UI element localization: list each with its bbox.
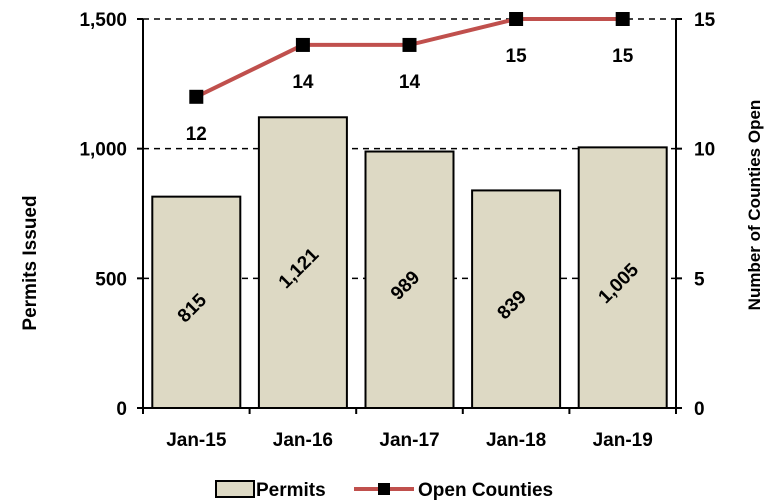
x-tick-label-jan-17: Jan-17	[379, 430, 439, 451]
line-label-jan-18: 15	[506, 46, 528, 67]
x-tick-label-jan-16: Jan-16	[273, 430, 333, 451]
marker-jan-15	[189, 89, 204, 104]
line-series-open-counties	[189, 12, 630, 104]
legend-swatch-permits	[215, 480, 255, 498]
x-tick-label-jan-19: Jan-19	[593, 430, 653, 451]
y2-tick-label-3: 15	[694, 10, 716, 31]
legend-label-open-counties: Open Counties	[418, 480, 553, 501]
bar-jan-17	[364, 150, 455, 409]
y-tick-label-1: 500	[95, 269, 127, 290]
y2-tick-label-1: 5	[694, 269, 705, 290]
bar-series-permits	[151, 116, 668, 410]
line-label-jan-16: 14	[292, 72, 314, 93]
y-tick-label-2: 1,000	[79, 140, 127, 161]
marker-jan-16	[295, 37, 310, 52]
line-label-jan-17: 14	[399, 72, 421, 93]
y-axis-title: Permits Issued	[20, 195, 41, 330]
bar-jan-16	[257, 116, 348, 410]
axes	[137, 18, 682, 414]
legend-label-permits: Permits	[256, 480, 326, 501]
tick-labels: 0 500 1,000 1,500 0 5 10 15 Jan-15 Jan-16 Jan-17 Ja…	[79, 10, 715, 451]
legend-marker-open-counties	[378, 483, 390, 495]
y-tick-label-0: 0	[116, 399, 127, 420]
y2-tick-label-0: 0	[694, 399, 705, 420]
marker-jan-18	[509, 12, 524, 26]
marker-jan-17	[402, 37, 417, 52]
y2-axis-title: Number of Counties Open	[745, 100, 764, 311]
y2-tick-label-2: 10	[694, 140, 715, 161]
line-label-jan-19: 15	[612, 46, 634, 67]
x-tick-label-jan-18: Jan-18	[486, 430, 546, 451]
x-tick-label-jan-15: Jan-15	[166, 430, 227, 451]
marker-jan-19	[615, 12, 630, 26]
bar-jan-15	[151, 195, 242, 409]
legend: Permits Open Counties	[215, 480, 553, 501]
y-tick-label-3: 1,500	[79, 10, 127, 31]
line-label-jan-15: 12	[186, 124, 207, 145]
